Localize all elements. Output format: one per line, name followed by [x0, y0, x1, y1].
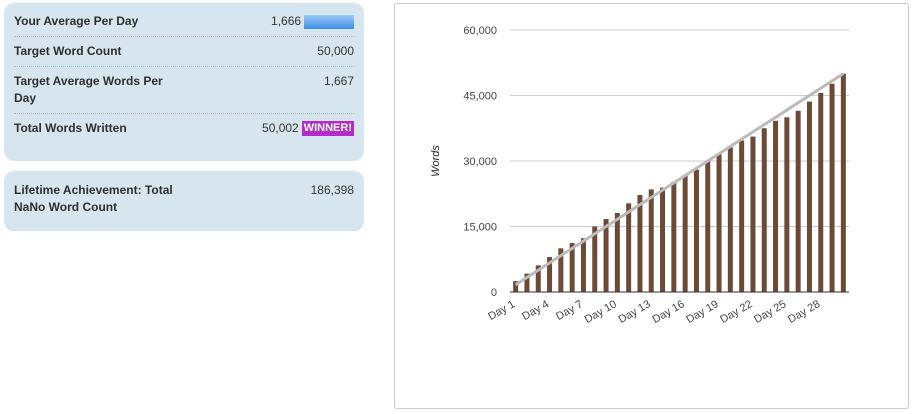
bar	[829, 83, 835, 293]
bar	[592, 226, 598, 292]
bar	[626, 203, 632, 292]
bar	[716, 153, 722, 292]
y-tick-label: 30,000	[463, 156, 497, 168]
bar	[840, 73, 846, 293]
total-words-label: Total Words Written	[14, 121, 127, 135]
bar	[773, 120, 779, 293]
bar	[569, 243, 575, 292]
average-per-day-label: Your Average Per Day	[14, 14, 139, 28]
lifetime-panel: Lifetime Achievement: Total NaNo Word Co…	[4, 171, 364, 231]
bar	[648, 189, 654, 292]
bar	[637, 195, 643, 292]
bar	[693, 169, 699, 292]
chart-panel: 0 15,000 30,000 45,000 60,000 Day 1 Day 4 Day 7…	[394, 3, 909, 409]
y-tick-label: 45,000	[463, 91, 497, 103]
stats-panel: Your Average Per Day 1,666 Target Word C…	[4, 3, 364, 161]
stat-row-total-words: Total Words Written 50,002 WINNER!	[14, 114, 354, 143]
stat-row-target-average: Target Average Words Per Day 1,667	[14, 67, 354, 114]
lifetime-label: Lifetime Achievement: Total NaNo Word Co…	[14, 183, 173, 214]
x-tick-label: Day 16	[650, 298, 686, 326]
x-tick-label: Day 7	[554, 298, 585, 323]
stat-row-target-word-count: Target Word Count 50,000	[14, 37, 354, 67]
bar	[558, 248, 564, 292]
winner-badge: WINNER!	[301, 121, 354, 136]
word-count-chart: 0 15,000 30,000 45,000 60,000 Day 1 Day 4 Day 7…	[430, 25, 849, 326]
bar	[535, 265, 541, 292]
stat-row-lifetime: Lifetime Achievement: Total NaNo Word Co…	[14, 176, 354, 222]
bar	[660, 187, 666, 292]
bar	[614, 212, 620, 292]
average-progress-bar	[304, 14, 354, 29]
lifetime-value: 186,398	[310, 183, 354, 197]
bar	[671, 181, 677, 292]
bar	[524, 273, 530, 292]
bar	[603, 219, 609, 292]
x-tick-label: Day 4	[520, 298, 551, 323]
target-word-count-value: 50,000	[317, 44, 354, 58]
bar	[580, 238, 586, 292]
bar	[682, 175, 688, 292]
x-tick-label: Day 22	[718, 298, 754, 326]
bar	[818, 92, 824, 292]
y-tick-label: 60,000	[463, 25, 497, 37]
average-per-day-value: 1,666	[271, 14, 302, 28]
bar	[806, 101, 812, 292]
x-tick-label: Day 13	[617, 298, 653, 326]
y-axis-label: Words	[430, 145, 442, 177]
total-words-value: 50,002	[262, 121, 299, 135]
target-average-label: Target Average Words Per Day	[14, 74, 163, 105]
bar	[727, 147, 733, 292]
stat-row-average-per-day: Your Average Per Day 1,666	[14, 7, 354, 37]
target-average-value: 1,667	[323, 74, 354, 88]
x-tick-label: Day 1	[486, 298, 517, 323]
y-tick-label: 15,000	[463, 222, 497, 234]
x-tick-label: Day 19	[684, 298, 720, 326]
bar	[513, 281, 519, 292]
bar	[761, 128, 767, 292]
target-word-count-label: Target Word Count	[14, 44, 122, 58]
x-tick-label: Day 25	[752, 298, 788, 326]
x-tick-label: Day 28	[786, 298, 822, 326]
bar	[739, 140, 745, 292]
bar	[784, 117, 790, 292]
y-tick-label: 0	[491, 287, 497, 299]
target-line	[514, 72, 845, 286]
bar	[547, 257, 553, 292]
x-tick-label: Day 10	[583, 298, 619, 326]
bar	[705, 161, 711, 292]
bar	[750, 136, 756, 292]
bar	[795, 110, 801, 293]
